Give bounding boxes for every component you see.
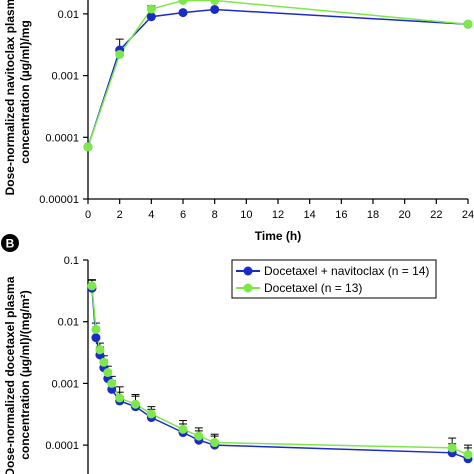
panel-a-y-tick-label: 0.00001 — [39, 194, 79, 206]
panel-b-series — [87, 279, 473, 464]
panel-a-point-docetaxel — [210, 0, 220, 5]
panel-a-x-tick-label: 20 — [399, 209, 411, 221]
panel-a-y-axis-title: Dose-normalized navitoclax plasma concen… — [3, 0, 32, 195]
panel-b-point-docetaxel — [99, 357, 109, 367]
panel-a-point-docetaxel-navitoclax — [178, 8, 188, 18]
panel-a-y-ticks: 0.00001 0.0001 0.001 0.01 — [39, 9, 88, 206]
panel-a-point-docetaxel-navitoclax — [210, 4, 220, 14]
panel-b-point-docetaxel — [194, 431, 204, 441]
panel-a-x-tick-label: 16 — [335, 209, 347, 221]
legend: Docetaxel + navitoclax (n = 14) Docetaxe… — [231, 259, 437, 299]
panel-a-point-docetaxel — [115, 49, 125, 59]
panel-a-x-tick-label: 4 — [148, 209, 154, 221]
panel-b-point-docetaxel — [131, 399, 140, 409]
panel-b-y-ticks: 0.1 0.01 0.001 0.0001 — [45, 255, 88, 452]
panel-a-point-docetaxel — [83, 142, 93, 152]
panel-b-point-docetaxel — [146, 409, 156, 419]
panel-a-point-docetaxel — [146, 4, 156, 14]
panel-b-point-docetaxel — [87, 281, 97, 291]
panel-b-y-tick-label: 0.1 — [64, 255, 79, 267]
panel-a-x-tick-label: 24 — [462, 209, 474, 221]
panel-b-letter-badge — [1, 234, 19, 252]
panel-b-point-docetaxel — [103, 368, 113, 378]
panel-b: B 0.1 0.01 0.001 0.0001 Dose-normalized doc… — [1, 234, 473, 474]
legend-label-docetaxel-navitoclax: Docetaxel + navitoclax (n = 14) — [264, 264, 429, 278]
panel-b-point-docetaxel — [463, 450, 473, 460]
panel-a-y-tick-label: 0.001 — [51, 71, 79, 83]
panel-b-y-tick-label: 0.001 — [51, 378, 79, 390]
panel-b-point-docetaxel — [107, 378, 117, 388]
panel-a-x-tick-label: 22 — [430, 209, 442, 221]
panel-a-x-tick-label: 14 — [304, 209, 316, 221]
panel-b-point-docetaxel — [95, 345, 105, 355]
panel-a-x-tick-label: 2 — [117, 209, 123, 221]
panel-a-point-docetaxel — [463, 19, 473, 29]
legend-marker-docetaxel — [243, 283, 253, 293]
panel-b-letter: B — [6, 237, 15, 251]
panel-a-point-docetaxel-navitoclax — [146, 12, 156, 22]
panel-a-x-ticks: 0 2 4 6 8 10 12 14 16 18 20 22 24 — [85, 199, 474, 221]
panel-b-y-axis-title: Dose-normalized docetaxel plasma concent… — [3, 273, 32, 474]
panel-a-y-tick-label: 0.01 — [58, 9, 79, 21]
panel-b-line-docetaxel-navitoclax — [91, 288, 469, 460]
panel-a-x-tick-label: 8 — [212, 209, 218, 221]
panel-b-y-tick-label: 0.0001 — [45, 440, 79, 452]
panel-a-y-tick-label: 0.0001 — [45, 132, 79, 144]
panel-a-line-docetaxel-navitoclax — [87, 8, 469, 148]
panel-b-point-docetaxel — [115, 393, 125, 403]
panel-a-x-tick-label: 10 — [240, 209, 252, 221]
panel-b-point-docetaxel — [210, 438, 220, 448]
panel-b-point-docetaxel-navitoclax — [91, 333, 101, 343]
panel-b-point-docetaxel — [447, 443, 457, 453]
legend-label-docetaxel: Docetaxel (n = 13) — [264, 281, 362, 295]
panel-a-x-axis-title: Time (h) — [255, 229, 301, 243]
panel-a-line-docetaxel — [87, 0, 469, 148]
panel-a-x-tick-label: 18 — [367, 209, 379, 221]
panel-b-point-docetaxel — [91, 324, 101, 334]
legend-marker-docetaxel-navitoclax — [243, 266, 253, 276]
panel-a-series — [83, 0, 473, 152]
panel-a-x-tick-label: 0 — [85, 209, 91, 221]
panel-a-x-tick-label: 6 — [180, 209, 186, 221]
panel-a-point-docetaxel — [178, 0, 188, 5]
panel-a-x-tick-label: 12 — [272, 209, 284, 221]
legend-box — [231, 259, 437, 299]
panel-b-line-docetaxel — [91, 285, 469, 456]
panel-b-y-tick-label: 0.01 — [58, 317, 79, 329]
panel-b-point-docetaxel — [178, 424, 188, 434]
